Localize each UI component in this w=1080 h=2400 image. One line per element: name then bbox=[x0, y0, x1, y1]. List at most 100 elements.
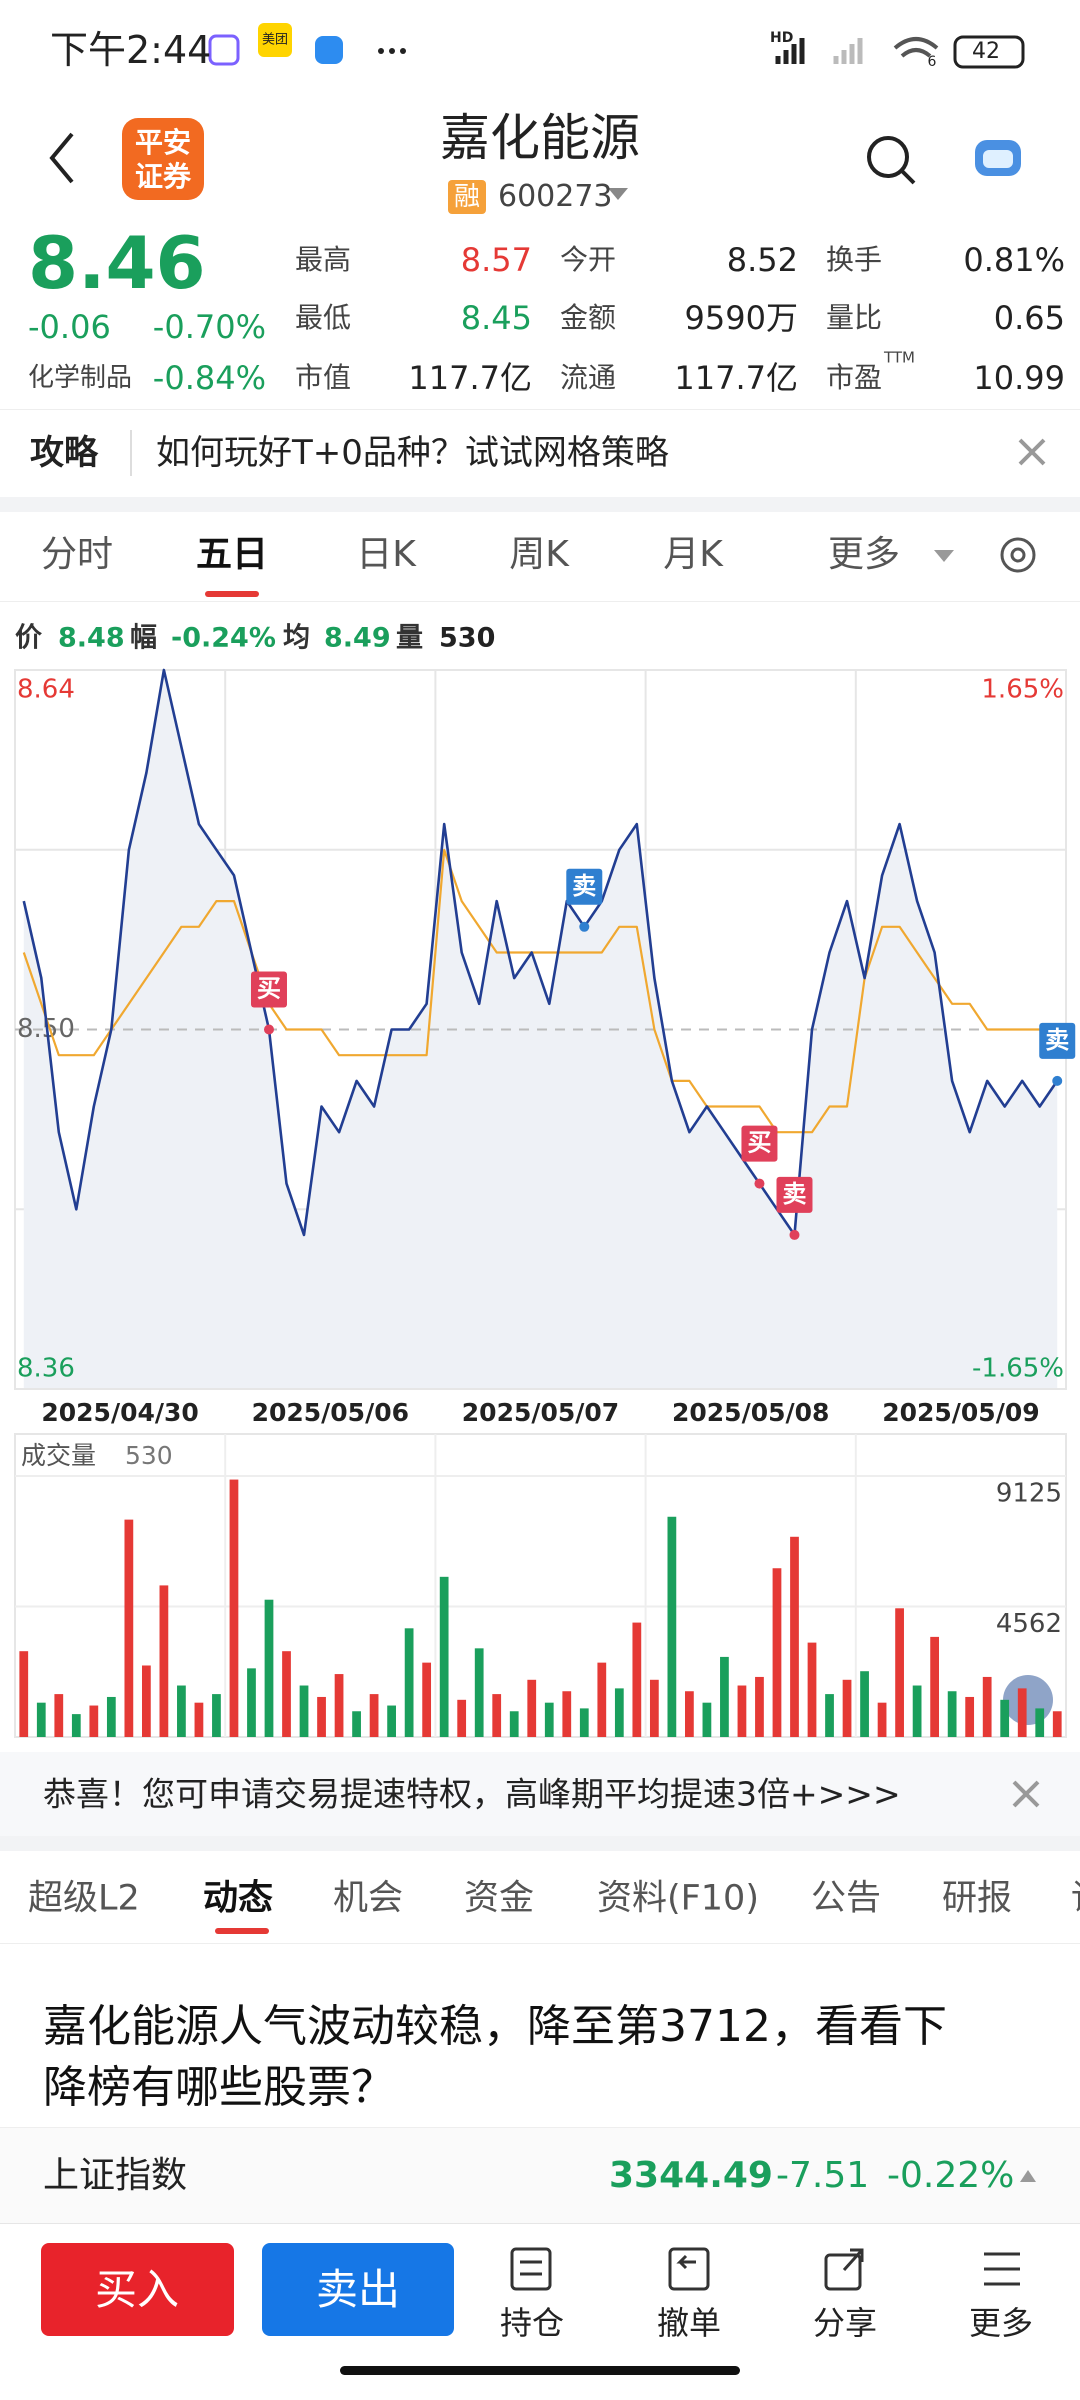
field-value: 117.7亿 bbox=[674, 359, 798, 397]
news-tab[interactable]: 公告 bbox=[811, 1878, 882, 1919]
volume-bar bbox=[474, 1648, 484, 1737]
network-type: HD bbox=[770, 30, 794, 46]
volume-bar bbox=[544, 1702, 554, 1737]
search-icon[interactable] bbox=[867, 136, 909, 178]
signal-box bbox=[741, 1125, 778, 1162]
volume-chart[interactable]: 成交量 530 4562 9125 bbox=[0, 1430, 1080, 1742]
bottom-item[interactable]: 持仓 bbox=[499, 2304, 565, 2342]
y-tick-label: 8.36 bbox=[17, 1354, 75, 1384]
home-indicator bbox=[340, 2366, 740, 2375]
volume-bar bbox=[282, 1651, 291, 1737]
info-vol: 530 bbox=[439, 622, 496, 654]
news-tab[interactable]: 讨 bbox=[1071, 1881, 1080, 1917]
volume-bar bbox=[369, 1694, 379, 1737]
bottom-icons bbox=[510, 2247, 1020, 2291]
divider bbox=[0, 1943, 1080, 1944]
headline[interactable]: 嘉化能源人气波动较稳，降至第3712，看看下 bbox=[43, 2001, 947, 2052]
notice-text[interactable]: 如何玩好T+0品种？试试网格策略 bbox=[156, 433, 669, 473]
average-line bbox=[22, 848, 1059, 1134]
chart-tab[interactable]: 周K bbox=[509, 534, 569, 575]
news-tab[interactable]: 研报 bbox=[942, 1878, 1013, 1919]
field-label: 金额 bbox=[560, 301, 617, 334]
news-tab[interactable]: 超级L2 bbox=[28, 1878, 140, 1919]
info-range-label: 幅 bbox=[130, 622, 157, 654]
settings-icon[interactable] bbox=[1000, 537, 1036, 573]
volume-bar bbox=[509, 1711, 519, 1737]
x-tick-label: 2025/05/09 bbox=[882, 1398, 1039, 1427]
chart-tab[interactable]: 分时 bbox=[40, 534, 114, 575]
app-badge: 美团 bbox=[261, 32, 289, 48]
buy-label[interactable]: 买入 bbox=[94, 2265, 180, 2314]
price-line bbox=[22, 668, 1059, 1237]
buy-button[interactable] bbox=[41, 2243, 234, 2336]
sell-label[interactable]: 卖出 bbox=[315, 2265, 401, 2314]
volume-bar bbox=[982, 1676, 992, 1737]
signal-box bbox=[566, 868, 603, 905]
signal-dot bbox=[263, 1024, 274, 1035]
volume-bar bbox=[264, 1599, 274, 1737]
info-avg-label: 均 bbox=[283, 622, 310, 654]
sell-button[interactable] bbox=[262, 2243, 454, 2336]
field-label: 流通 bbox=[560, 361, 617, 394]
chart-tab[interactable]: 日K bbox=[356, 534, 416, 575]
margin-badge: 融 bbox=[453, 182, 481, 212]
stock-code: 600273 bbox=[498, 179, 613, 214]
signal-dot bbox=[754, 1178, 765, 1189]
signal-bars bbox=[775, 38, 805, 64]
banner-text[interactable]: 恭喜！您可申请交易提速特权，高峰期平均提速3倍+>>> bbox=[43, 1774, 901, 1814]
field-value: 9590万 bbox=[684, 299, 798, 337]
pe-note: TTM bbox=[884, 348, 916, 367]
field-value: 8.52 bbox=[726, 241, 798, 279]
close-icon bbox=[1012, 1780, 1040, 1808]
news-tab[interactable]: 资料(F10) bbox=[597, 1878, 759, 1919]
bottom-item[interactable]: 更多 bbox=[968, 2304, 1034, 2342]
volume-bar bbox=[177, 1685, 186, 1737]
field-label: 市盈 bbox=[826, 361, 883, 394]
info-price-label: 价 bbox=[15, 622, 42, 654]
headline[interactable]: 降榜有哪些股票？ bbox=[43, 2062, 395, 2113]
news-tab[interactable]: 资金 bbox=[464, 1878, 535, 1919]
signal-label: 买 bbox=[257, 975, 281, 1003]
volume-bar bbox=[159, 1585, 169, 1737]
x-tick-label: 2025/05/07 bbox=[462, 1398, 619, 1427]
volume-bar bbox=[387, 1705, 396, 1737]
volume-bar bbox=[930, 1636, 940, 1737]
volume-bar bbox=[404, 1628, 414, 1737]
volume-bar bbox=[247, 1668, 256, 1737]
volume-bar bbox=[842, 1679, 852, 1737]
app-badge-bg bbox=[258, 23, 292, 57]
broker-logo-text[interactable]: 平安 bbox=[134, 126, 192, 159]
bottom-item[interactable]: 撤单 bbox=[656, 2304, 722, 2342]
assistant-face bbox=[983, 150, 1013, 168]
dropdown-icon[interactable] bbox=[934, 550, 954, 562]
signal-dot bbox=[1052, 1075, 1063, 1086]
volume-bar bbox=[649, 1679, 659, 1737]
expand-icon[interactable] bbox=[1020, 2170, 1036, 2182]
broker-logo-text[interactable]: 证券 bbox=[134, 160, 192, 193]
volume-bar bbox=[89, 1705, 99, 1737]
y-tick-label: 4562 bbox=[996, 1609, 1062, 1639]
signal-label: 卖 bbox=[782, 1180, 806, 1208]
volume-bar bbox=[1000, 1699, 1010, 1737]
price-chart[interactable]: 8.368.508.64-1.65%1.65%2025/04/30 2025/05… bbox=[0, 655, 1080, 1440]
margin-badge-bg bbox=[448, 180, 486, 214]
back-icon[interactable] bbox=[49, 132, 74, 184]
more-dot bbox=[389, 48, 395, 54]
chart-tab[interactable]: 五日 bbox=[195, 534, 269, 575]
info-price: 8.48 bbox=[58, 622, 125, 654]
divider bbox=[130, 430, 132, 476]
gap bbox=[0, 1836, 1080, 1851]
broker-logo-bg[interactable] bbox=[122, 118, 204, 200]
volume-bar bbox=[702, 1702, 712, 1737]
battery-level: 42 bbox=[972, 39, 1000, 64]
volume-bar bbox=[790, 1536, 799, 1737]
divider bbox=[0, 601, 1080, 602]
chart-tab[interactable]: 更多 bbox=[827, 534, 901, 575]
news-tab[interactable]: 机会 bbox=[333, 1878, 404, 1919]
dropdown-icon[interactable] bbox=[608, 188, 628, 200]
price-change-pct: -0.70% bbox=[152, 308, 266, 346]
chart-tab[interactable]: 月K bbox=[663, 534, 723, 575]
field-label: 最低 bbox=[295, 301, 352, 334]
news-tab[interactable]: 动态 bbox=[203, 1878, 274, 1919]
bottom-item[interactable]: 分享 bbox=[812, 2304, 878, 2342]
